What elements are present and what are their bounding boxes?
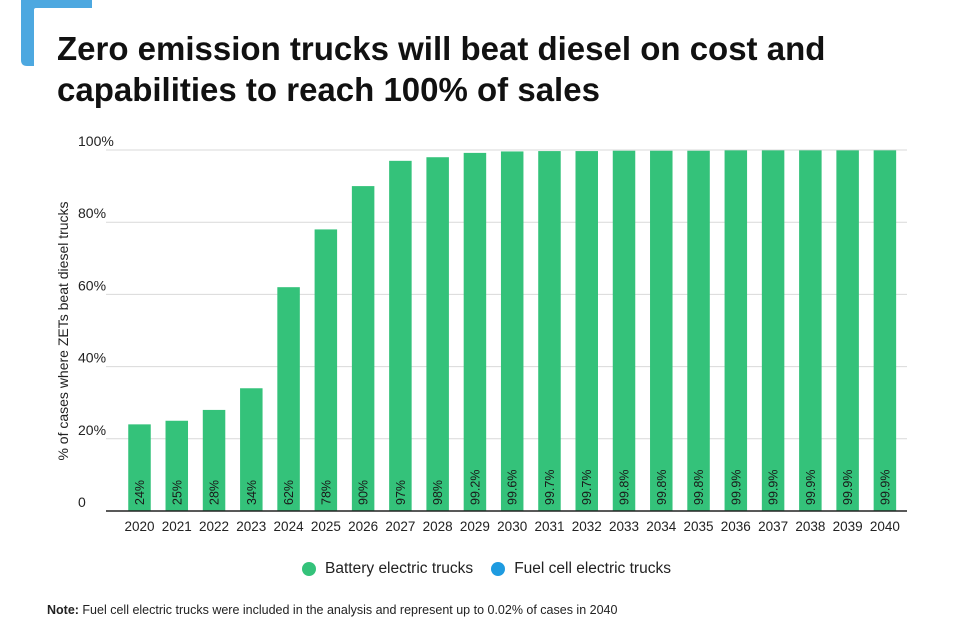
bar-data-label: 99.9% [767, 470, 781, 505]
x-tick-label: 2040 [870, 519, 900, 534]
y-tick-label: 60% [78, 277, 106, 293]
bar [351, 186, 375, 511]
bar-data-label: 99.9% [729, 470, 743, 505]
bar [389, 160, 412, 511]
x-tick-label: 2033 [609, 519, 639, 534]
bar-data-label: 99.9% [841, 470, 855, 505]
bar [426, 157, 449, 511]
bar [687, 150, 710, 512]
bar [724, 150, 748, 511]
bar [128, 424, 151, 511]
legend-dot-battery-icon [302, 562, 317, 576]
legend-item-battery: Battery electric trucks [302, 560, 473, 578]
chart-title-line-2: capabilities to reach 100% of sales [57, 71, 600, 108]
bar-data-label: 99.2% [468, 470, 482, 505]
x-tick-label: 2039 [833, 519, 863, 534]
x-tick-label: 2028 [423, 519, 453, 534]
bar-data-label: 99.7% [543, 470, 557, 505]
bar-data-label: 90% [357, 480, 371, 505]
bar-data-label: 98% [431, 480, 445, 505]
x-tick-label: 2021 [162, 519, 192, 534]
bar [799, 150, 822, 511]
legend-label-battery: Battery electric trucks [325, 560, 474, 577]
x-tick-label: 2037 [758, 519, 788, 534]
bar [538, 151, 561, 511]
chart-title-line-1: Zero emission trucks will beat diesel on… [57, 30, 826, 67]
bar-data-label: 99.9% [878, 470, 892, 505]
x-tick-label: 2026 [348, 519, 378, 534]
bar-data-label: 62% [282, 480, 296, 505]
y-tick-label: 20% [78, 422, 106, 438]
bar [650, 150, 673, 512]
x-tick-label: 2031 [534, 519, 564, 534]
bar [240, 388, 263, 511]
bar-data-label: 78% [319, 480, 333, 505]
legend-dot-fuel-cell-icon [491, 562, 506, 576]
legend-label-fuel-cell: Fuel cell electric trucks [514, 560, 671, 577]
bar-data-label: 99.6% [506, 470, 520, 505]
x-tick-label: 2036 [721, 519, 751, 534]
bar [500, 151, 524, 511]
chart-title: Zero emission trucks will beat diesel on… [57, 28, 937, 110]
bar [836, 150, 859, 511]
x-tick-label: 2029 [460, 519, 490, 534]
x-tick-label: 2020 [124, 519, 154, 534]
x-tick-label: 2027 [385, 519, 415, 534]
bar-data-label: 99.8% [655, 470, 669, 505]
bar-data-label: 28% [208, 480, 222, 505]
x-tick-label: 2023 [236, 519, 266, 534]
legend-item-fuel-cell: Fuel cell electric trucks [491, 560, 671, 578]
x-tick-label: 2032 [572, 519, 602, 534]
y-tick-label: 100% [78, 133, 114, 149]
bar [165, 420, 189, 511]
y-tick-label: 0 [78, 494, 86, 510]
bar [202, 409, 226, 511]
bar-data-label: 99.8% [692, 470, 706, 505]
footnote-label: Note: [47, 603, 79, 617]
bar [463, 152, 487, 511]
x-tick-label: 2030 [497, 519, 527, 534]
x-tick-label: 2035 [684, 519, 714, 534]
bar-data-label: 99.9% [804, 470, 818, 505]
bar-data-label: 34% [245, 480, 259, 505]
footnote: Note: Fuel cell electric trucks were inc… [47, 603, 617, 617]
bar [873, 150, 897, 511]
footnote-text: Fuel cell electric trucks were included … [78, 603, 618, 617]
bar [277, 287, 300, 511]
bar-data-label: 25% [170, 480, 184, 505]
bar-data-label: 99.8% [618, 470, 632, 505]
bar-data-label: 24% [133, 480, 147, 505]
x-tick-label: 2022 [199, 519, 229, 534]
y-axis-label: % of cases where ZETs beat diesel trucks [55, 201, 71, 460]
corner-accent-shape [21, 0, 92, 66]
bar-data-label: 99.7% [580, 470, 594, 505]
chart-legend: Battery electric trucks Fuel cell electr… [0, 560, 973, 578]
x-tick-label: 2038 [795, 519, 825, 534]
x-tick-label: 2034 [646, 519, 677, 534]
y-tick-label: 80% [78, 205, 106, 221]
x-tick-label: 2025 [311, 519, 341, 534]
bar [612, 150, 636, 512]
bar [761, 150, 785, 511]
bar [575, 151, 598, 511]
x-tick-label: 2024 [274, 519, 305, 534]
y-tick-label: 40% [78, 350, 106, 366]
bar [314, 229, 338, 512]
bar-data-label: 97% [394, 480, 408, 505]
bar-chart: % of cases where ZETs beat diesel trucks… [55, 133, 907, 534]
